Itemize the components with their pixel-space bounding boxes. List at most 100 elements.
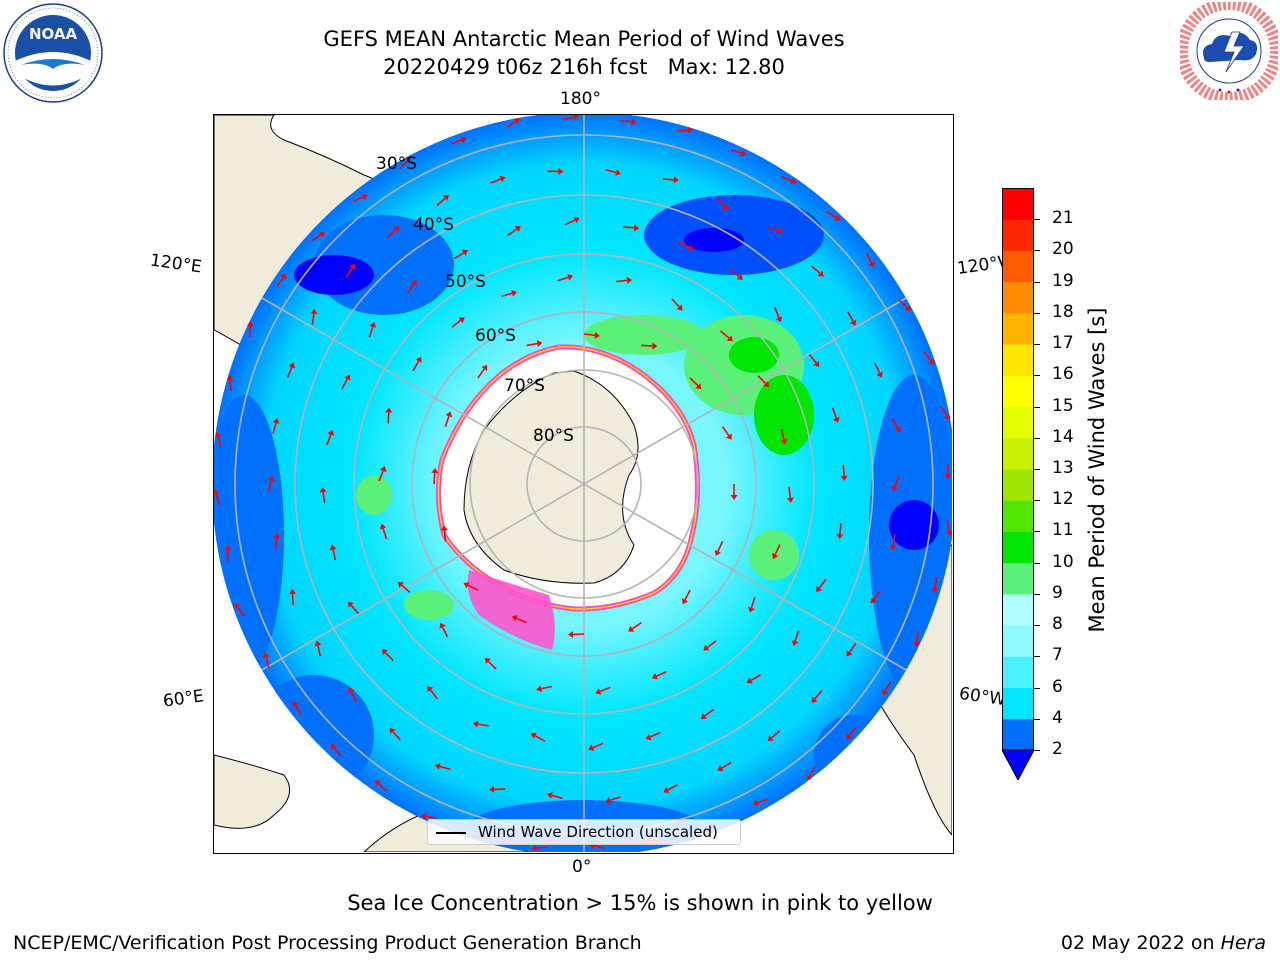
lat-label-80s: 80°S	[533, 426, 574, 446]
wave-direction-arrowhead	[850, 319, 857, 326]
wave-direction-arrow	[891, 418, 899, 429]
wave-direction-arrow	[443, 530, 447, 542]
colorbar-tick-mark	[1034, 437, 1040, 439]
lat-label-30s: 30°S	[376, 154, 417, 174]
wave-direction-arrow	[874, 362, 881, 374]
wave-direction-arrowhead	[913, 641, 921, 647]
wave-direction-arrow	[536, 846, 548, 849]
wave-direction-arrowhead	[605, 797, 612, 804]
colorbar-tick-mark	[1034, 250, 1040, 252]
wave-direction-arrowhead	[834, 214, 841, 221]
colorbar-swatch	[1002, 219, 1034, 251]
wave-direction-arrow	[229, 380, 232, 392]
wave-direction-arrow	[826, 211, 837, 219]
wave-direction-arrow	[333, 747, 342, 757]
wave-direction-arrow	[322, 492, 326, 504]
map-legend: Wind Wave Direction (unscaled)	[427, 819, 741, 845]
colorbar-tick-label: 2	[1052, 739, 1063, 759]
wave-direction-arrow	[593, 844, 605, 850]
wave-direction-arrowhead	[460, 136, 467, 144]
wave-direction-arrow	[332, 549, 337, 561]
wave-direction-arrowhead	[791, 640, 799, 646]
wave-direction-arrow	[291, 593, 294, 605]
wave-direction-arrow	[534, 735, 546, 742]
noaa-logo-text: NOAA	[29, 25, 78, 43]
wave-direction-arrowhead	[234, 602, 241, 610]
colorbar-tick-mark	[1034, 375, 1040, 377]
wave-direction-arrow	[649, 731, 661, 738]
wave-direction-arrow	[623, 226, 635, 229]
wave-direction-arrow	[847, 311, 854, 322]
wave-direction-arrowhead	[262, 652, 270, 658]
wave-direction-arrow	[516, 617, 527, 624]
wave-direction-arrow	[605, 168, 617, 174]
wave-direction-arrow	[671, 298, 680, 308]
wave-direction-arrowhead	[393, 225, 400, 232]
wave-direction-arrowhead	[439, 622, 446, 629]
chart-subtitle: 20220429 t06z 216h fcst Max: 12.80	[383, 55, 785, 79]
colorbar-tick-label: 11	[1052, 520, 1074, 541]
wave-direction-arrow	[842, 464, 845, 477]
colorbar-swatch	[1002, 718, 1034, 751]
colorbar-tick-mark	[1034, 344, 1040, 346]
wave-direction-arrow	[540, 685, 553, 690]
wave-direction-arrow	[599, 686, 611, 693]
wave-direction-arrowhead	[369, 321, 377, 328]
wave-direction-arrow	[609, 796, 621, 802]
lat-label-70s: 70°S	[504, 376, 545, 396]
wave-direction-arrow	[678, 241, 690, 249]
wave-direction-arrowhead	[267, 475, 275, 482]
wave-direction-arrow	[898, 299, 908, 309]
wave-direction-arrowhead	[722, 204, 729, 211]
wave-direction-arrowhead	[628, 625, 635, 632]
wave-direction-arrow	[350, 604, 360, 615]
wave-direction-arrow	[387, 228, 397, 238]
wave-direction-arrow	[286, 366, 293, 378]
colorbar-swatch	[1002, 188, 1034, 220]
wave-direction-arrow	[717, 541, 724, 552]
wave-direction-arrow	[750, 597, 756, 609]
wave-direction-arrow	[730, 268, 740, 278]
colorbar-tick-mark	[1034, 718, 1040, 720]
wave-direction-arrowhead	[944, 474, 952, 480]
wave-direction-arrow	[268, 480, 272, 492]
wave-direction-arrowhead	[687, 126, 693, 134]
colorbar-tick-mark	[1034, 656, 1040, 658]
wave-direction-arrowhead	[379, 466, 387, 473]
wave-direction-arrowhead	[397, 581, 404, 588]
wave-direction-arrow	[215, 493, 221, 505]
colorbar-tick-label: 20	[1052, 239, 1074, 260]
wave-direction-arrow	[425, 815, 438, 819]
wave-direction-arrow	[237, 606, 245, 617]
wave-direction-arrowhead	[652, 342, 658, 350]
wave-direction-arrowhead	[530, 732, 537, 739]
wave-direction-arrow	[439, 765, 451, 771]
wave-direction-arrow	[704, 708, 715, 717]
colorbar-swatch	[1002, 593, 1034, 626]
wave-direction-arrow	[311, 313, 315, 325]
wave-direction-arrow	[272, 422, 277, 434]
wave-direction-arrowhead	[868, 261, 875, 268]
wave-direction-arrow	[808, 353, 817, 364]
colorbar-tick-label: 14	[1052, 426, 1074, 447]
wave-direction-arrowhead	[224, 545, 232, 551]
wave-direction-arrow	[352, 196, 364, 203]
wave-direction-arrow	[507, 228, 518, 237]
wave-direction-arrowhead	[389, 727, 396, 735]
wave-direction-arrowhead	[846, 733, 853, 740]
wave-direction-arrow	[384, 652, 394, 662]
wave-direction-arrow	[382, 528, 388, 540]
wave-direction-arrowhead	[319, 487, 327, 493]
meridian-line	[214, 483, 585, 745]
wave-direction-arrowhead	[348, 687, 355, 694]
wave-direction-arrow	[662, 178, 674, 181]
wave-direction-arrow	[839, 523, 842, 535]
wave-direction-arrowhead	[329, 544, 337, 551]
colorbar-tick-mark	[1034, 687, 1040, 689]
colorbar-tick-mark	[1034, 219, 1040, 221]
wave-direction-arrow	[865, 252, 873, 264]
wave-direction-arrow	[923, 351, 932, 362]
wave-direction-arrowhead	[558, 167, 564, 175]
wave-direction-arrowhead	[327, 429, 335, 436]
wave-direction-arrow	[326, 434, 332, 446]
